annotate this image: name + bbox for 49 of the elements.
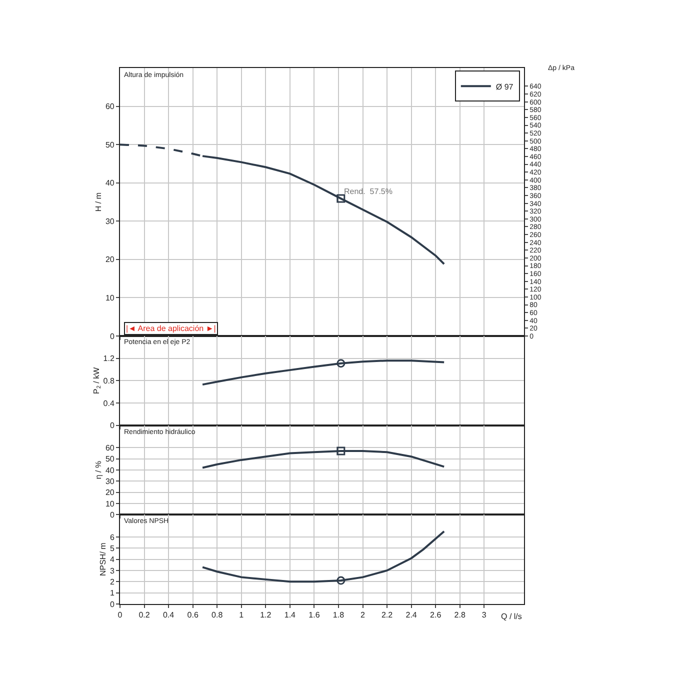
y-tick-label: 20 bbox=[105, 255, 115, 264]
x-tick-label: 0.2 bbox=[138, 610, 150, 620]
x-axis-title: Q / l/s bbox=[501, 612, 522, 621]
x-tick-label: 0.8 bbox=[212, 610, 224, 620]
x-tick-label: 2 bbox=[360, 610, 366, 620]
x-tick-label: 0.4 bbox=[162, 610, 175, 620]
y-tick-label: 50 bbox=[105, 454, 115, 464]
y-tick-label: 30 bbox=[105, 476, 115, 486]
y-tick-label: 30 bbox=[105, 216, 115, 226]
y-tick-label: 0 bbox=[110, 510, 115, 520]
x-tick-label: 1 bbox=[239, 610, 244, 620]
y-axis-title: NPSH/ m bbox=[98, 542, 108, 576]
x-tick-label: 0 bbox=[118, 610, 123, 620]
x-tick-label: 2.2 bbox=[381, 610, 394, 620]
y-tick-label: 1 bbox=[110, 588, 115, 598]
y-tick-label: 0.8 bbox=[103, 376, 115, 386]
y-tick-label: 4 bbox=[110, 555, 115, 564]
y-tick-label: 10 bbox=[105, 294, 115, 303]
y-tick-label: 50 bbox=[105, 140, 115, 150]
y-tick-label: 3 bbox=[110, 566, 115, 576]
y-tick-label: 60 bbox=[105, 102, 115, 112]
annotation: Rend. 57.5% bbox=[344, 187, 392, 196]
x-tick-label: 3 bbox=[482, 610, 487, 620]
x-tick-label: 0.6 bbox=[187, 610, 199, 620]
y-axis-title: η / % bbox=[94, 460, 104, 480]
y-tick-label: 40 bbox=[105, 178, 115, 188]
x-tick-label: 2.4 bbox=[406, 610, 418, 620]
x-tick-label: 1.8 bbox=[332, 610, 345, 620]
legend-label: Ø 97 bbox=[496, 82, 514, 92]
x-tick-label: 2.6 bbox=[430, 610, 442, 620]
y-tick-label: 20 bbox=[105, 488, 115, 498]
x-tick-label: 1.4 bbox=[284, 610, 296, 620]
y-tick-label: 10 bbox=[105, 499, 115, 508]
annotation: |◄ Area de aplicación ►| bbox=[126, 324, 216, 333]
y-tick-label: 0 bbox=[110, 600, 115, 609]
y-tick-label: 60 bbox=[105, 443, 115, 452]
y-tick-label: 40 bbox=[105, 466, 115, 475]
y-tick-label: 5 bbox=[110, 544, 115, 553]
y-tick-label: 1.2 bbox=[103, 354, 115, 364]
x-tick-label: 1.2 bbox=[260, 610, 272, 620]
y-axis-title: H / m bbox=[94, 192, 104, 212]
x-tick-label: 1.6 bbox=[308, 610, 320, 620]
y-tick-label: 2 bbox=[110, 577, 115, 586]
y-tick-label: 0 bbox=[110, 332, 115, 341]
y-tick-label: 6 bbox=[110, 532, 115, 542]
line-series bbox=[202, 360, 446, 386]
y-tick-label: 0.4 bbox=[103, 398, 115, 408]
y-tick-label: 0 bbox=[110, 421, 115, 430]
x-tick-label: 2.8 bbox=[454, 610, 466, 620]
